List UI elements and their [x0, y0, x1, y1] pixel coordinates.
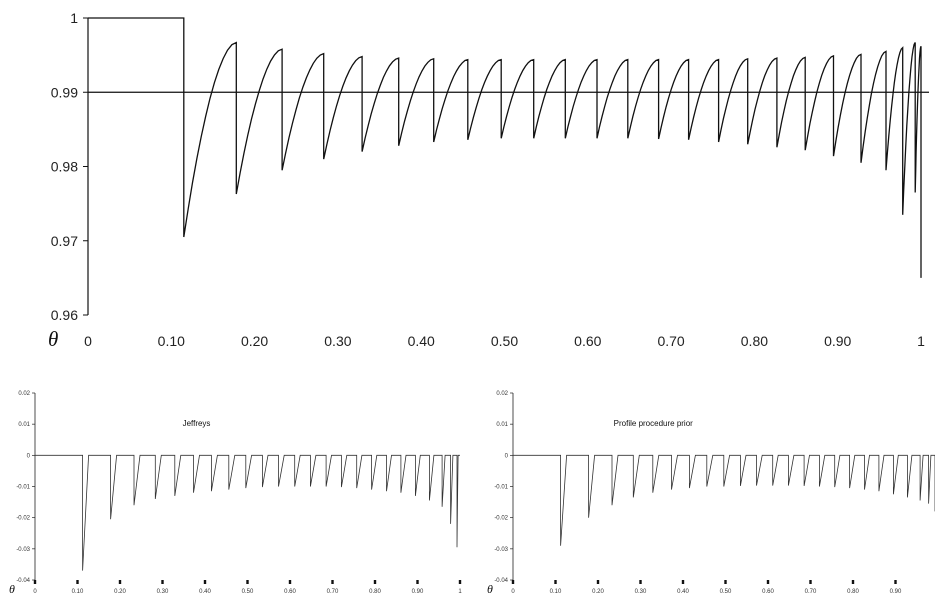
panel-series-line [513, 454, 935, 546]
panel-series-line [35, 454, 460, 571]
panel-y-tick-label: 0 [27, 453, 31, 459]
panel-x-tick-label: 0 [511, 589, 515, 595]
panel-x-tick [161, 580, 164, 584]
panel-x-tick-label: 0.50 [720, 589, 732, 595]
panel-x-tick [766, 580, 770, 584]
panel-y-tick-label: 0 [505, 453, 509, 459]
panel-title: Profile procedure prior [614, 419, 693, 428]
jeffreys-panel: 0.020.010-0.01-0.02-0.03-0.040 0.10 0.20 0.… [9, 391, 462, 596]
panel-x-tick-label: 0.10 [550, 589, 562, 595]
panel-y-tick-label: -0.04 [494, 578, 508, 584]
panel-x-tick-label: 0.10 [72, 589, 84, 595]
panel-x-tick-label: 0.40 [677, 589, 689, 595]
panel-x-tick [203, 580, 207, 584]
main-x-tick-label: 0.70 [657, 333, 684, 349]
panel-y-tick-label: -0.02 [494, 516, 508, 522]
panel-x-tick [639, 580, 642, 584]
panel-x-tick [809, 580, 812, 584]
panel-y-tick-label: -0.03 [16, 547, 30, 553]
panel-x-tick [331, 580, 334, 584]
panel-y-tick-label: 0.01 [18, 422, 30, 428]
panel-x-tick [681, 580, 685, 584]
panel-x-tick-label: 0.30 [157, 589, 169, 595]
panel-x-tick-label: 0 [33, 589, 37, 595]
panel-x-tick [458, 580, 462, 584]
panel-y-tick-label: -0.02 [16, 516, 30, 522]
panel-y-tick-label: -0.04 [16, 578, 30, 584]
panel-x-tick [724, 580, 727, 584]
main-y-tick-label: 1 [70, 10, 78, 26]
panel-x-tick [76, 580, 79, 584]
panel-y-tick-label: 0.02 [18, 391, 30, 397]
main-x-tick-label: 1 [917, 333, 925, 349]
panel-x-tick-label: 0.70 [327, 589, 339, 595]
panel-x-tick-label: 0.80 [369, 589, 381, 595]
panel-y-tick-label: -0.01 [16, 485, 30, 491]
main-x-tick-label: 0.20 [241, 333, 268, 349]
main-y-tick-label: 0.97 [51, 233, 78, 249]
panel-y-tick-label: -0.03 [494, 547, 508, 553]
panel-x-tick [511, 580, 515, 584]
panel-title: Jeffreys [183, 419, 211, 428]
panel-x-axis-label: θ [9, 582, 15, 596]
main-x-tick-label: 0 [84, 333, 92, 349]
panel-x-tick-label: 1 [458, 589, 462, 595]
panel-y-tick-label: 0.02 [496, 391, 508, 397]
panel-x-tick [33, 580, 37, 584]
main-y-tick-label: 0.99 [51, 84, 78, 100]
main-x-tick-label: 0.40 [408, 333, 435, 349]
panel-x-tick [554, 580, 557, 584]
panel-x-tick [851, 580, 855, 584]
panel-x-tick [596, 580, 600, 584]
main-x-tick-label: 0.30 [324, 333, 351, 349]
panel-x-tick-label: 0.80 [847, 589, 859, 595]
panel-x-tick [288, 580, 292, 584]
main-x-tick-label: 0.10 [158, 333, 185, 349]
panel-x-tick [894, 580, 897, 584]
panel-y-tick-label: 0.01 [496, 422, 508, 428]
main-y-tick-label: 0.98 [51, 159, 78, 175]
main-x-axis-label: θ [48, 327, 58, 351]
panel-x-tick-label: 0.30 [635, 589, 647, 595]
panel-x-axis-label: θ [487, 582, 493, 596]
panel-x-tick-label: 0.20 [592, 589, 604, 595]
main-x-tick-label: 0.90 [824, 333, 851, 349]
panel-x-tick-label: 0.90 [890, 589, 902, 595]
panel-x-tick-label: 0.60 [762, 589, 774, 595]
main-y-tick-label: 0.96 [51, 307, 78, 323]
panel-x-tick [118, 580, 122, 584]
main-x-tick-label: 0.80 [741, 333, 768, 349]
panel-x-tick-label: 0.40 [199, 589, 211, 595]
panel-x-tick-label: 0.60 [284, 589, 296, 595]
main-x-tick-label: 0.60 [574, 333, 601, 349]
panel-y-tick-label: -0.01 [494, 485, 508, 491]
panel-x-tick-label: 0.90 [412, 589, 424, 595]
panel-x-tick [246, 580, 249, 584]
panel-x-tick-label: 0.50 [242, 589, 254, 595]
panel-x-tick [373, 580, 377, 584]
coverage-series-line [88, 17, 922, 278]
panel-x-tick-label: 0.20 [114, 589, 126, 595]
profile-prior-panel: 0.020.010-0.01-0.02-0.03-0.040 0.10 0.20 0.… [487, 391, 935, 596]
panel-x-tick-label: 0.70 [805, 589, 817, 595]
panel-x-tick [416, 580, 419, 584]
main-chart: 1 0.99 0.98 0.97 0.96 0 0.10 0.20 0.30 0.40 0.50 0.… [48, 10, 929, 351]
main-x-tick-label: 0.50 [491, 333, 518, 349]
